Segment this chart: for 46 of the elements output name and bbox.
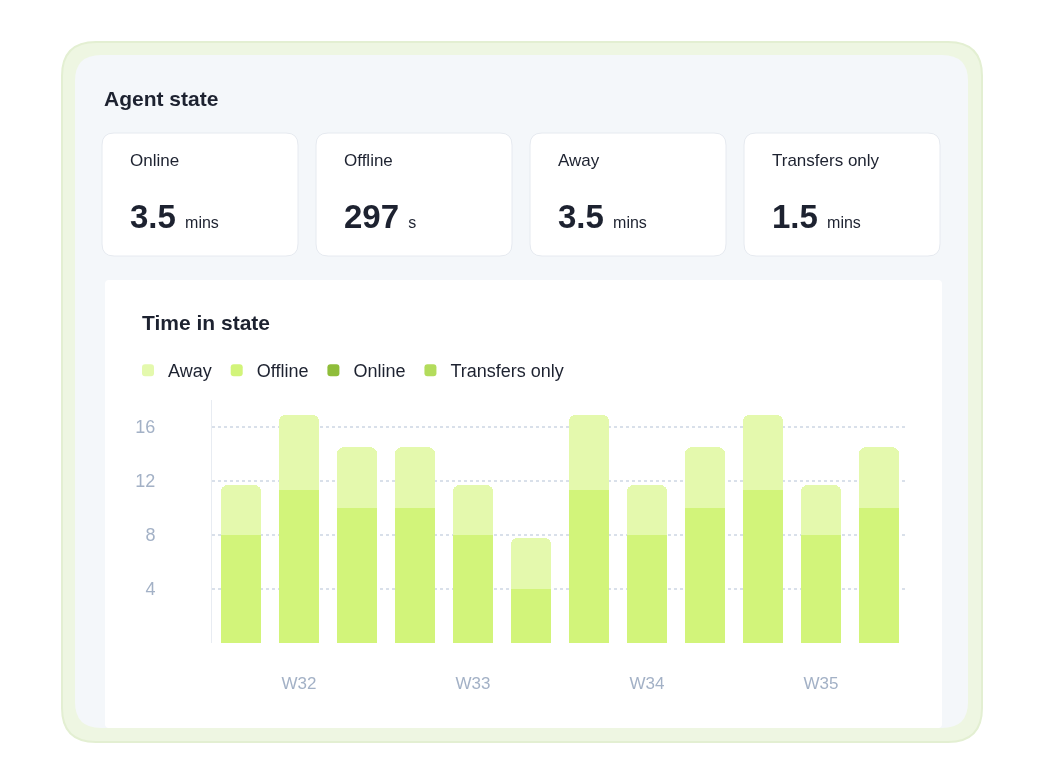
category-label: Offline [344, 151, 393, 170]
chart-title: Time in state [142, 311, 270, 334]
y-tick-label: 16 [135, 417, 156, 438]
x-tick-label: W35 [803, 674, 839, 693]
category-label: Transfers only [772, 151, 880, 170]
text: Agent state [104, 87, 219, 110]
bar [684, 508, 726, 643]
bar [626, 485, 668, 535]
category-label: Online [130, 151, 180, 170]
text: 3.5 mins [558, 198, 647, 235]
bar [800, 535, 842, 643]
legend-label: Away [168, 361, 212, 382]
bar [742, 414, 784, 491]
bar [220, 535, 262, 643]
text: 1.5 mins [772, 198, 861, 235]
y-tick-label: 8 [145, 525, 156, 546]
x-tick-label: W34 [629, 674, 665, 693]
legend-label: Transfers only [450, 361, 564, 382]
text: 3.5 mins [130, 198, 219, 235]
bar [510, 589, 552, 643]
legend-label: Offline [256, 361, 309, 382]
x-tick-label: W32 [281, 674, 317, 693]
category-label: Away [558, 151, 600, 170]
bar [510, 537, 552, 589]
bar [336, 508, 378, 643]
bar [858, 447, 900, 508]
bar [278, 490, 320, 643]
bar [394, 447, 436, 508]
legend-label: Online [353, 361, 406, 382]
text: 297 s [344, 198, 417, 235]
bar [452, 535, 494, 643]
bar [742, 490, 784, 643]
bar [568, 490, 610, 643]
bar [394, 508, 436, 643]
bar [568, 414, 610, 491]
bar [626, 535, 668, 643]
bar [684, 447, 726, 508]
bar [336, 447, 378, 508]
x-tick-label: W33 [455, 674, 491, 693]
bar [452, 485, 494, 535]
bar [800, 485, 842, 535]
y-tick-label: 4 [145, 579, 156, 600]
bar [220, 485, 262, 535]
bar [858, 508, 900, 643]
bar [278, 414, 320, 491]
y-tick-label: 12 [135, 471, 156, 492]
